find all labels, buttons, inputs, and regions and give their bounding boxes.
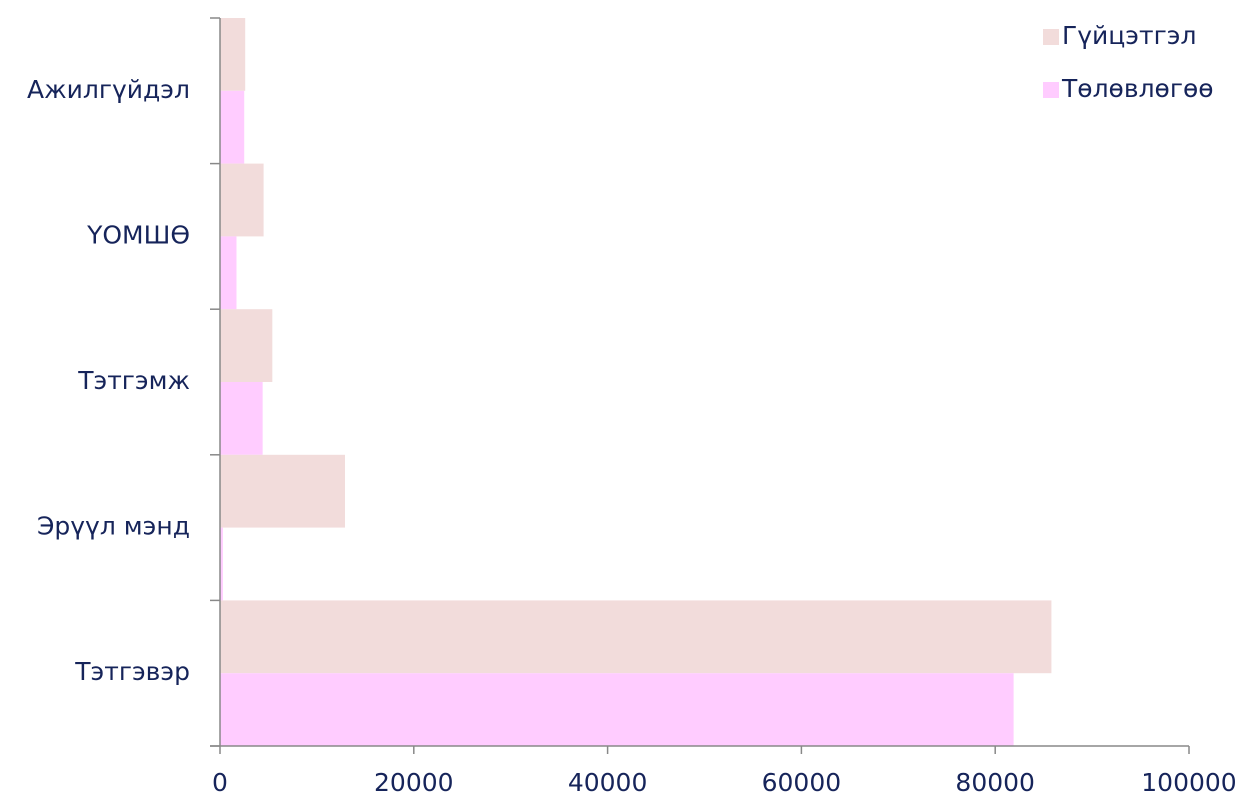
legend-label: Төлөвлөгөө [1061,74,1214,103]
legend-swatch [1043,29,1059,45]
bar [220,454,346,528]
x-tick-label: 100000 [1141,768,1236,797]
x-tick-label: 80000 [955,768,1035,797]
legend-label: Гүйцэтгэл [1062,21,1196,50]
bar [220,527,223,601]
x-tick-label: 40000 [568,768,648,797]
legend-swatch [1043,82,1059,98]
y-tick-label: Тэтгэмж [77,366,190,395]
bar [220,90,245,164]
bar [220,382,263,455]
y-tick-label: Эрүүл мэнд [37,512,190,541]
x-tick-label: 20000 [374,768,454,797]
bar [220,236,237,310]
x-tick-label: 60000 [762,768,842,797]
y-tick-label: Ажилгүйдэл [27,75,190,104]
bar [220,163,264,237]
bar [220,673,1014,746]
bar [220,600,1052,674]
y-tick-label: Тэтгэвэр [74,657,190,686]
x-tick-label: 0 [212,768,228,797]
y-tick-label: ҮОМШӨ [86,220,190,249]
bar [220,309,273,382]
bar [220,18,246,91]
